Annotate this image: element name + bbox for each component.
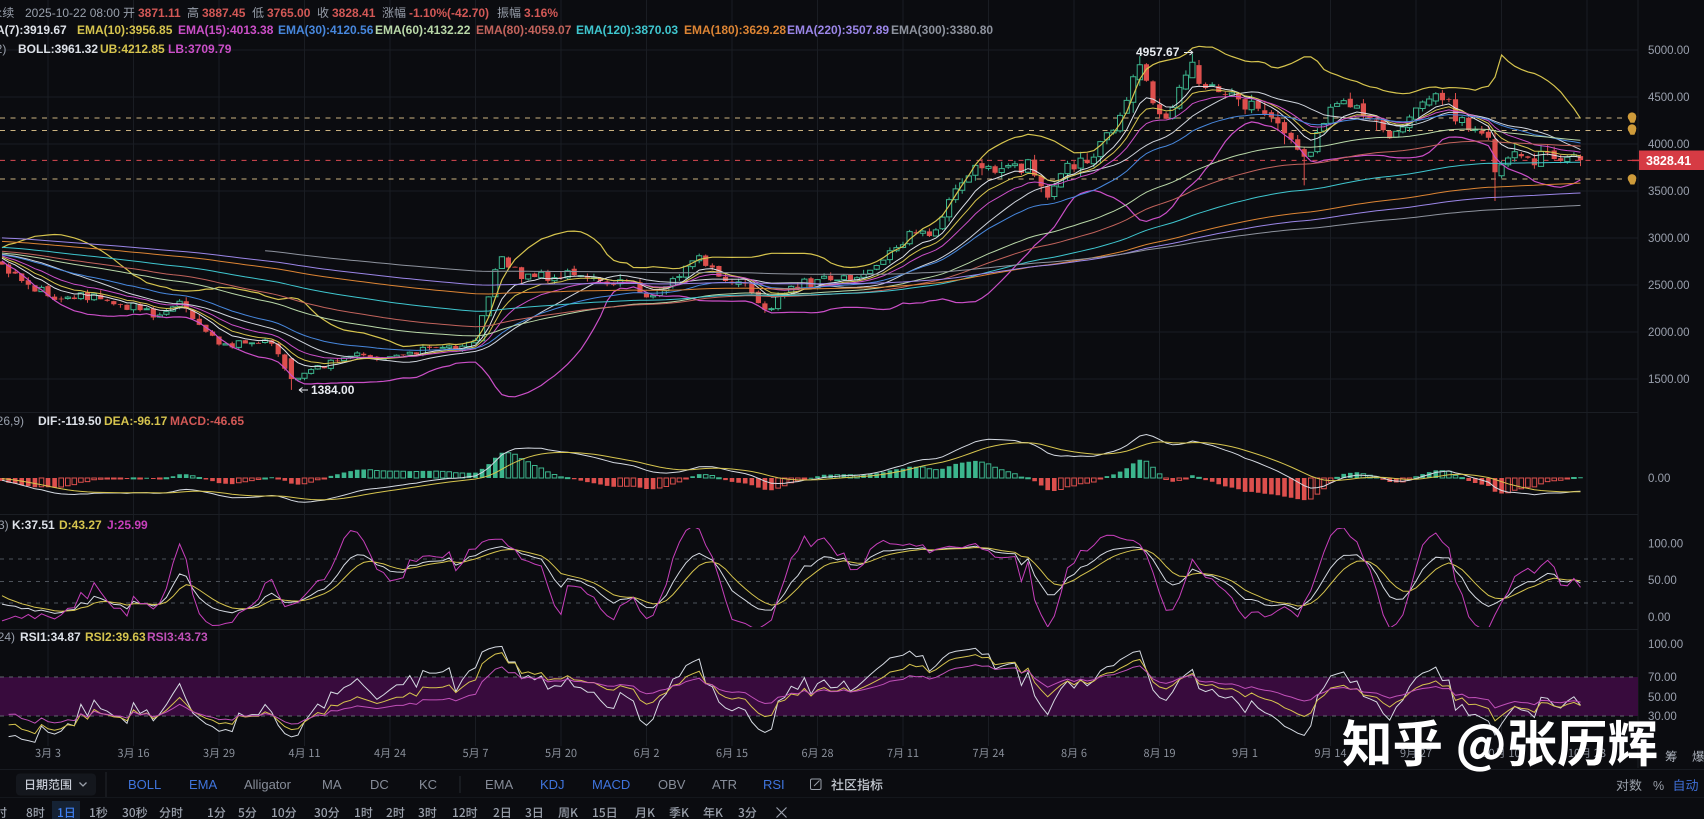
svg-text:OBV: OBV [658, 777, 686, 792]
svg-text:2000.00: 2000.00 [1648, 327, 1690, 339]
svg-text:D:43.27: D:43.27 [59, 518, 102, 532]
svg-text:Alligator: Alligator [244, 777, 292, 792]
svg-text:BOLL: BOLL [128, 777, 161, 792]
svg-text:2500.00: 2500.00 [1648, 280, 1690, 292]
svg-text:70.00: 70.00 [1648, 672, 1677, 684]
svg-text:RSI2:39.63: RSI2:39.63 [85, 630, 146, 644]
svg-text:2025-10-22 08:00: 2025-10-22 08:00 [25, 6, 120, 20]
svg-text:50.00: 50.00 [1648, 692, 1677, 704]
svg-text:5000.00: 5000.00 [1648, 45, 1690, 57]
svg-text:4500.00: 4500.00 [1648, 92, 1690, 104]
svg-text:EMA(180):3629.28: EMA(180):3629.28 [684, 23, 786, 37]
svg-text:MACD: MACD [592, 777, 630, 792]
svg-text:BOLL:3961.32: BOLL:3961.32 [18, 42, 98, 56]
svg-text:-1.10%(-42.70): -1.10%(-42.70) [409, 6, 489, 20]
svg-text:(6,12,24): (6,12,24) [0, 630, 15, 644]
svg-text:3000.00: 3000.00 [1648, 233, 1690, 245]
svg-text:(9,3,3): (9,3,3) [0, 518, 9, 532]
svg-text:3887.45: 3887.45 [202, 6, 246, 20]
svg-text:0.00: 0.00 [1648, 473, 1670, 485]
svg-text:UB:4212.85: UB:4212.85 [100, 42, 165, 56]
svg-text:3765.00: 3765.00 [267, 6, 311, 20]
svg-text:100.00: 100.00 [1648, 539, 1683, 551]
svg-text:EMA: EMA [485, 777, 514, 792]
svg-text:EMA(15):4013.38: EMA(15):4013.38 [178, 23, 274, 37]
svg-text:50.00: 50.00 [1648, 575, 1677, 587]
svg-text:EMA: EMA [189, 777, 218, 792]
svg-text:3500.00: 3500.00 [1648, 186, 1690, 198]
svg-text:0.00: 0.00 [1648, 612, 1670, 624]
svg-text:K:37.51: K:37.51 [12, 518, 55, 532]
svg-text:1384.00: 1384.00 [311, 383, 355, 397]
svg-text:MA: MA [322, 777, 342, 792]
svg-text:3828.41: 3828.41 [1646, 154, 1691, 168]
svg-text:DC: DC [370, 777, 389, 792]
svg-text:RSI: RSI [763, 777, 785, 792]
svg-text:ATR: ATR [712, 777, 737, 792]
svg-text:EMA(220):3507.89: EMA(220):3507.89 [787, 23, 889, 37]
svg-text:EMA(30):4120.56: EMA(30):4120.56 [278, 23, 374, 37]
svg-text:3.16%: 3.16% [524, 6, 558, 20]
svg-text:4000.00: 4000.00 [1648, 139, 1690, 151]
svg-text:MACD:-46.65: MACD:-46.65 [170, 414, 244, 428]
svg-text:RSI3:43.73: RSI3:43.73 [147, 630, 208, 644]
svg-text:EMA(10):3956.85: EMA(10):3956.85 [77, 23, 173, 37]
svg-text:KC: KC [419, 777, 437, 792]
svg-text:EMA(300):3380.80: EMA(300):3380.80 [891, 23, 993, 37]
svg-text:EMA(60):4132.22: EMA(60):4132.22 [375, 23, 471, 37]
svg-text:(20,2): (20,2) [0, 42, 6, 56]
svg-text:J:25.99: J:25.99 [107, 518, 148, 532]
svg-text:30.00: 30.00 [1648, 711, 1677, 723]
svg-text:4957.67: 4957.67 [1136, 45, 1180, 59]
svg-text:1500.00: 1500.00 [1648, 374, 1690, 386]
svg-text:100.00: 100.00 [1648, 639, 1683, 651]
svg-text:EMA(7):3919.67: EMA(7):3919.67 [0, 23, 67, 37]
svg-text:EMA(80):4059.07: EMA(80):4059.07 [476, 23, 572, 37]
svg-text:RSI1:34.87: RSI1:34.87 [20, 630, 81, 644]
svg-text:LB:3709.79: LB:3709.79 [168, 42, 232, 56]
svg-text:%: % [1653, 779, 1664, 793]
svg-text:3828.41: 3828.41 [332, 6, 376, 20]
svg-text:(12,26,9): (12,26,9) [0, 414, 24, 428]
svg-text:3871.11: 3871.11 [138, 6, 181, 20]
svg-text:DEA:-96.17: DEA:-96.17 [104, 414, 168, 428]
svg-text:DIF:-119.50: DIF:-119.50 [38, 414, 102, 428]
svg-text:KDJ: KDJ [540, 777, 565, 792]
svg-text:EMA(120):3870.03: EMA(120):3870.03 [576, 23, 678, 37]
